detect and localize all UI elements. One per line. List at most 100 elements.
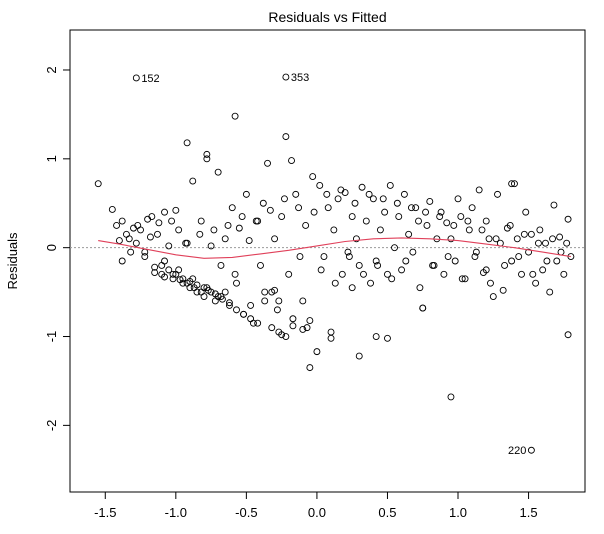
data-point <box>281 195 288 203</box>
data-point <box>475 186 483 194</box>
data-point <box>415 217 422 225</box>
point-annotation: 220 <box>508 445 526 457</box>
data-point <box>233 279 240 287</box>
data-point <box>200 293 208 300</box>
data-point <box>278 331 286 339</box>
data-point <box>179 275 187 283</box>
data-point <box>214 168 222 176</box>
data-point <box>306 364 314 372</box>
data-point <box>271 235 279 243</box>
data-point <box>176 276 184 284</box>
data-point <box>323 190 331 198</box>
data-point <box>461 275 469 283</box>
data-point <box>529 270 537 278</box>
data-point <box>487 279 494 287</box>
data-point <box>355 261 363 269</box>
data-point <box>508 180 516 188</box>
data-point <box>451 257 459 265</box>
data-point <box>233 306 240 314</box>
y-tick-label: 2 <box>44 66 59 73</box>
data-point <box>402 257 410 265</box>
data-point <box>175 226 183 234</box>
x-tick-label: -1.0 <box>165 505 187 520</box>
data-point <box>348 284 356 292</box>
data-point <box>113 222 121 229</box>
data-point <box>169 270 177 278</box>
data-point <box>564 331 572 339</box>
data-point <box>443 219 451 227</box>
data-point <box>408 204 415 212</box>
data-point <box>429 261 437 269</box>
data-point <box>165 266 173 274</box>
data-point <box>242 190 250 198</box>
data-point <box>118 217 126 225</box>
x-tick-label: 0.0 <box>308 505 326 520</box>
data-point <box>560 270 568 278</box>
data-point <box>450 222 458 229</box>
data-point <box>515 253 523 261</box>
data-point <box>264 159 271 167</box>
data-point <box>386 182 394 189</box>
data-point <box>282 73 290 81</box>
data-point <box>275 297 283 305</box>
data-point <box>154 230 161 238</box>
data-point <box>134 222 142 229</box>
data-point <box>393 199 401 207</box>
data-point <box>482 217 490 225</box>
data-point <box>419 304 427 312</box>
data-point <box>137 226 144 234</box>
data-point <box>499 286 507 294</box>
data-point <box>384 270 391 278</box>
data-point <box>221 288 229 296</box>
data-point <box>211 297 219 305</box>
data-point <box>235 224 243 232</box>
data-point <box>197 288 205 296</box>
data-point <box>221 235 229 243</box>
data-point <box>409 248 417 256</box>
data-point <box>254 319 262 327</box>
data-point <box>334 195 342 203</box>
data-point <box>94 180 102 188</box>
data-point <box>331 279 339 287</box>
data-point <box>182 239 190 247</box>
data-point <box>553 257 561 265</box>
y-axis: -2 -1 0 1 2 <box>44 66 70 431</box>
data-point <box>172 270 180 278</box>
points-layer <box>94 73 575 454</box>
data-point <box>337 186 345 194</box>
data-point <box>127 248 135 256</box>
data-point <box>457 213 465 221</box>
data-point <box>447 235 455 243</box>
data-point <box>348 213 356 221</box>
data-point <box>108 206 116 213</box>
data-point <box>317 266 325 274</box>
point-annotation: 152 <box>141 73 159 85</box>
data-point <box>482 266 490 274</box>
data-point <box>416 284 424 292</box>
data-point <box>518 270 525 278</box>
data-point <box>527 230 535 238</box>
smooth-line <box>98 237 571 259</box>
data-point <box>238 213 246 221</box>
annotations-layer: 152 353 220 <box>141 72 526 457</box>
data-point <box>161 273 168 281</box>
data-point <box>564 215 572 223</box>
data-point <box>228 204 236 212</box>
data-point <box>534 239 542 247</box>
data-point <box>271 286 279 294</box>
data-point <box>351 199 359 207</box>
data-point <box>324 204 332 212</box>
data-point <box>454 195 462 203</box>
data-point <box>231 270 239 278</box>
data-point <box>472 248 480 256</box>
data-point <box>289 315 297 323</box>
chart-title: Residuals vs Fitted <box>268 9 386 25</box>
data-point <box>464 217 472 225</box>
data-point <box>316 182 324 189</box>
data-point <box>458 275 466 283</box>
data-point <box>125 235 133 243</box>
data-point <box>245 237 253 245</box>
data-point <box>489 293 497 300</box>
data-point <box>376 226 384 234</box>
data-point <box>527 446 535 454</box>
